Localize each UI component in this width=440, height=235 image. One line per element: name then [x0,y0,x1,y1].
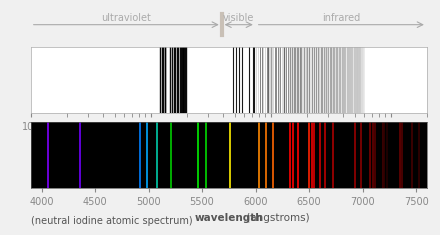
Text: ultraviolet: ultraviolet [101,13,151,23]
Text: visible: visible [223,13,254,23]
Text: wavelength: wavelength [194,213,263,223]
Text: (angstroms): (angstroms) [243,213,310,223]
Text: (angstroms): (angstroms) [243,138,310,148]
Text: wavelength: wavelength [194,138,263,148]
Text: infrared: infrared [322,13,360,23]
Text: (neutral iodine atomic spectrum): (neutral iodine atomic spectrum) [31,215,192,226]
